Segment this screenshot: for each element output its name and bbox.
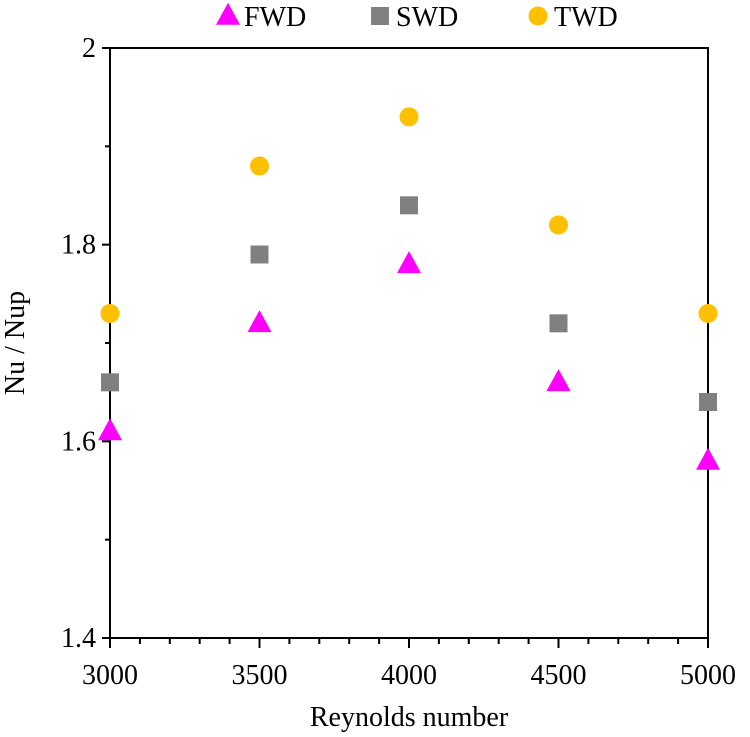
swd-point (549, 314, 568, 333)
x-tick-label: 4000 (381, 660, 437, 691)
fwd-point (98, 418, 122, 441)
x-tick-label: 3500 (232, 660, 288, 691)
axis-tick-labels: 1.4 1.6 1.8 2 3000 3500 4000 4500 5000 (61, 33, 736, 691)
twd-point (250, 156, 269, 176)
y-tick-label: 1.4 (61, 623, 96, 654)
plot-area (109, 47, 709, 639)
fwd-point (546, 369, 571, 392)
twd-point (549, 215, 568, 235)
legend: FWD SWD TWD (216, 2, 618, 33)
legend-marker (216, 2, 240, 25)
twd-point (698, 304, 718, 323)
x-tick-label: 4500 (531, 660, 587, 691)
twd-point (100, 304, 120, 323)
y-tick-label: 2 (82, 33, 96, 64)
legend-item-fwd: FWD (216, 2, 306, 33)
legend-label: FWD (244, 2, 306, 33)
y-axis-title: Nu / Nup (0, 291, 31, 395)
y-tick-label: 1.6 (61, 426, 96, 457)
fwd-point (247, 310, 272, 333)
x-axis-title: Reynolds number (310, 702, 509, 733)
legend-marker (528, 6, 548, 26)
legend-label: SWD (396, 2, 458, 33)
y-tick-label: 1.8 (61, 230, 96, 261)
axis-ticks (102, 47, 709, 648)
fwd-point (696, 447, 720, 470)
swd-point (400, 196, 418, 215)
data-points (98, 107, 720, 470)
x-tick-label: 5000 (680, 660, 736, 691)
swd-point (699, 393, 717, 411)
x-tick-label: 3000 (82, 660, 138, 691)
series-twd (100, 107, 718, 323)
twd-point (399, 107, 419, 127)
series-swd (101, 196, 717, 411)
series-fwd (98, 251, 720, 470)
legend-label: TWD (554, 2, 618, 33)
fwd-point (397, 251, 421, 274)
swd-point (250, 245, 269, 264)
legend-item-twd: TWD (528, 2, 618, 33)
legend-marker (371, 7, 389, 25)
swd-point (101, 373, 119, 392)
legend-item-swd: SWD (371, 2, 458, 33)
